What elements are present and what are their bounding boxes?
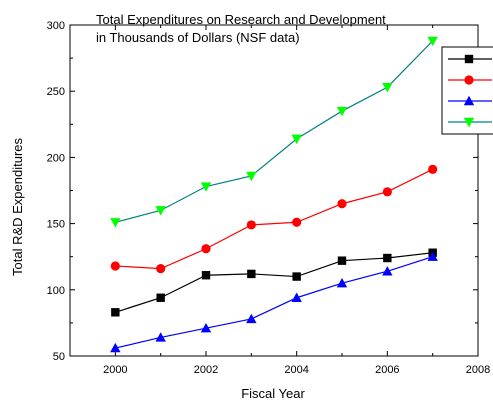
chart-title-line-1: Total Expenditures on Research and Devel… [96, 12, 386, 27]
chart-title: Total Expenditures on Research and Devel… [96, 12, 386, 45]
y-tick-label: 50 [53, 351, 65, 363]
data-point [201, 271, 211, 280]
data-point [155, 206, 166, 216]
data-point [110, 261, 120, 271]
data-point [156, 264, 166, 274]
plot-frame [69, 24, 479, 357]
series-layer [110, 36, 438, 353]
series-3 [110, 251, 438, 353]
y-tick-label: 200 [47, 152, 65, 164]
data-point [156, 293, 165, 302]
legend-entry [448, 117, 492, 128]
series-4 [110, 36, 438, 228]
data-point [336, 277, 348, 288]
data-point [336, 106, 348, 117]
legend-entry [448, 54, 492, 64]
y-tick-label: 100 [47, 285, 65, 297]
series-line [115, 168, 433, 270]
chart-title-line-2: in Thousands of Dollars (NSF data) [96, 30, 300, 45]
data-point [382, 187, 392, 197]
x-tick-label: 2002 [194, 364, 218, 376]
legend [441, 46, 493, 135]
series-1 [111, 248, 437, 317]
legend-entry [448, 95, 492, 106]
data-point [111, 308, 120, 317]
data-point [246, 171, 257, 182]
data-point [291, 292, 302, 302]
data-point [337, 256, 347, 265]
data-point [427, 251, 438, 261]
x-tick-label: 2004 [284, 364, 308, 376]
axes: 50 100 150 200 250 300 2000 2002 2004 2006 2008 [47, 20, 491, 376]
data-point [427, 36, 438, 47]
data-point [246, 220, 256, 230]
x-tick-label: 2008 [466, 364, 490, 376]
data-point [428, 164, 438, 174]
data-point [291, 134, 302, 145]
data-point [292, 272, 301, 281]
legend-marker [463, 95, 475, 106]
legend-marker [464, 54, 474, 64]
data-point [382, 83, 393, 93]
data-point [201, 244, 211, 254]
data-point [382, 266, 393, 276]
data-point [110, 218, 121, 228]
data-point [200, 182, 212, 192]
data-point [337, 199, 347, 209]
x-axis-title: Fiscal Year [241, 386, 305, 401]
series-line [115, 252, 433, 313]
legend-marker [463, 117, 475, 128]
x-tick-label: 2000 [103, 364, 127, 376]
data-point [110, 342, 121, 353]
data-point [155, 332, 166, 342]
data-point [292, 217, 302, 227]
legend-entry [448, 75, 492, 85]
legend-marker [464, 75, 474, 85]
series-line [115, 256, 433, 349]
series-2 [110, 164, 438, 274]
series-line [115, 40, 434, 223]
data-point [247, 269, 256, 279]
x-tick-label: 2006 [375, 364, 399, 376]
data-point [246, 313, 257, 324]
y-tick-label: 300 [47, 20, 65, 32]
data-point [383, 253, 392, 263]
y-tick-label: 150 [47, 219, 65, 231]
y-axis-title: Total R&D Expenditures [10, 137, 25, 276]
data-point [200, 322, 212, 333]
y-tick-label: 250 [47, 86, 65, 98]
